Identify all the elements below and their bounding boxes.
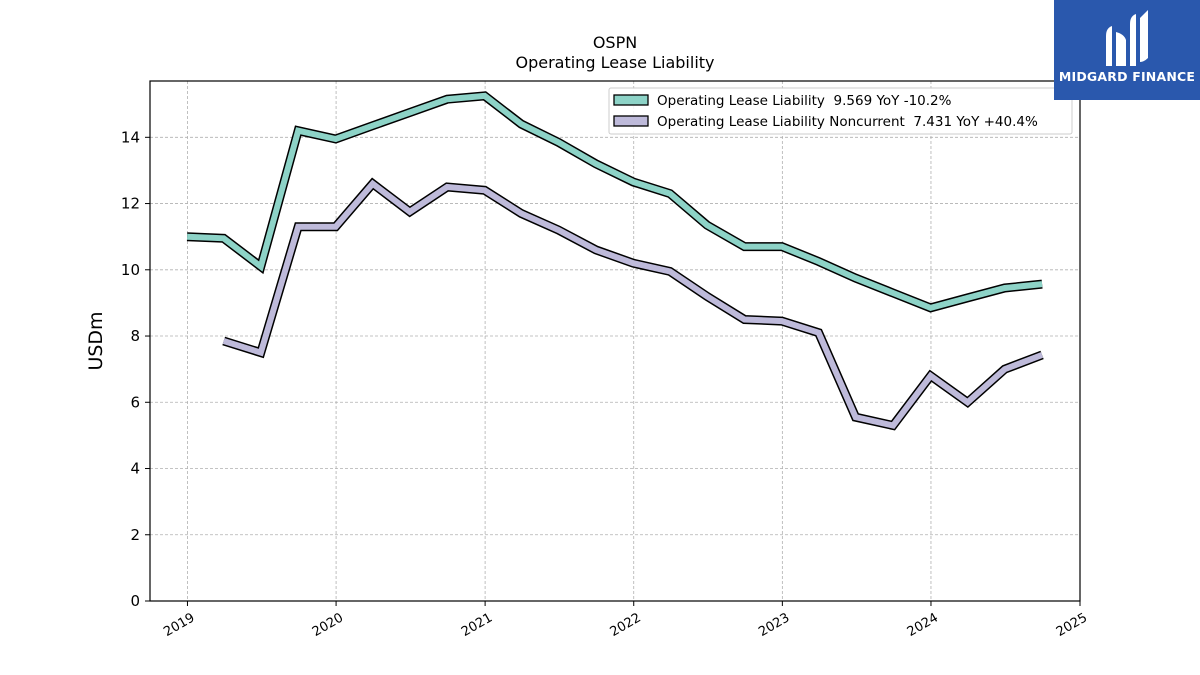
y-tick-label: 10 xyxy=(121,261,140,279)
legend-swatch-operating-lease-liability-noncurrent xyxy=(613,115,649,127)
x-tick-label: 2021 xyxy=(459,610,495,640)
x-tick-label: 2022 xyxy=(608,610,644,640)
x-tick-label: 2020 xyxy=(310,610,346,640)
x-tick-label: 2025 xyxy=(1054,610,1090,640)
x-tick-label: 2024 xyxy=(905,610,941,640)
y-axis-label: USDm xyxy=(85,311,107,370)
y-tick-label: 8 xyxy=(130,327,140,345)
y-tick-label: 12 xyxy=(121,195,140,213)
legend-frame xyxy=(608,87,1073,135)
legend: Operating Lease Liability 9.569 YoY -10.… xyxy=(608,87,1073,135)
y-tick-label: 0 xyxy=(130,592,140,610)
chart-subtitle: Operating Lease Liability xyxy=(515,53,714,72)
legend-label-operating-lease-liability-noncurrent: Operating Lease Liability Noncurrent 7.4… xyxy=(657,114,1038,130)
legend-swatch-operating-lease-liability xyxy=(613,94,649,106)
x-axis-ticks: 2019 2020 2021 2022 2023 2024 2025 xyxy=(161,601,1090,640)
y-tick-label: 6 xyxy=(130,393,140,411)
midgard-finance-logo: MIDGARD FINANCE xyxy=(1054,0,1200,100)
x-tick-label: 2023 xyxy=(756,610,792,640)
series-0-line xyxy=(186,92,1043,312)
y-tick-label: 4 xyxy=(130,460,140,478)
series-1-line xyxy=(222,179,1044,429)
logo-text: MIDGARD FINANCE xyxy=(1058,69,1196,84)
series-lines xyxy=(186,91,1044,431)
midgard-finance-logo-icon xyxy=(1106,10,1148,66)
x-tick-label: 2019 xyxy=(161,610,197,640)
chart-title: OSPN xyxy=(593,33,637,52)
plot-frame xyxy=(149,80,1081,602)
legend-label-operating-lease-liability: Operating Lease Liability 9.569 YoY -10.… xyxy=(657,93,952,109)
y-axis-ticks: 0 2 4 6 8 10 12 14 xyxy=(121,128,150,610)
y-tick-label: 14 xyxy=(121,128,140,146)
y-tick-label: 2 xyxy=(130,526,140,544)
